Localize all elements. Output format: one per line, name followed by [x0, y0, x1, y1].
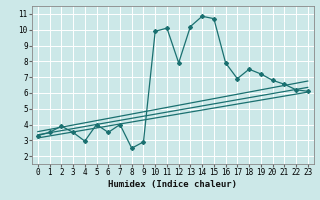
X-axis label: Humidex (Indice chaleur): Humidex (Indice chaleur) — [108, 180, 237, 189]
